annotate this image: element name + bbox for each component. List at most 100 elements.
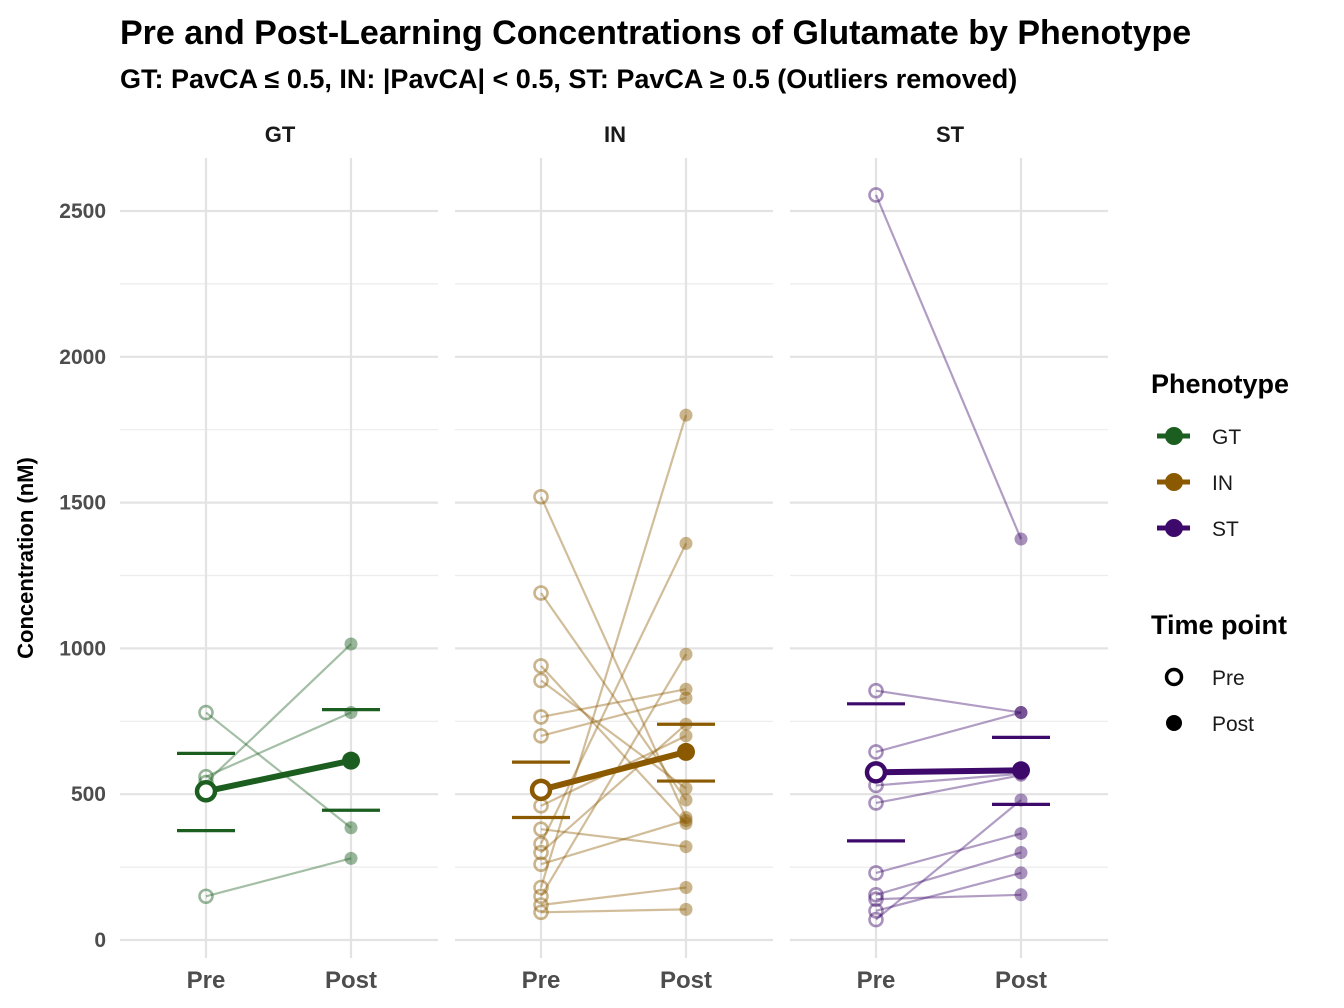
pre-point — [533, 488, 549, 505]
subject-line — [540, 679, 687, 790]
pre-point — [868, 903, 884, 919]
legend-key-point — [1165, 427, 1183, 445]
subject-line — [540, 688, 687, 719]
pre-point — [198, 704, 214, 721]
subject-line — [540, 828, 687, 848]
pre-point — [533, 585, 549, 601]
legend-item-pre: Pre — [1164, 667, 1245, 690]
post-point — [1014, 532, 1028, 546]
pre-point — [533, 888, 549, 905]
legend-item-post: Post — [1166, 713, 1254, 736]
pre-point — [868, 911, 884, 928]
post-point — [679, 840, 693, 854]
chart-subtitle: GT: PavCA ≤ 0.5, IN: |PavCA| < 0.5, ST: … — [120, 64, 1017, 94]
pre-point — [868, 795, 884, 811]
mean-line — [194, 751, 360, 803]
subject-line — [540, 908, 687, 914]
panel-label: ST — [936, 122, 965, 147]
legend-label: GT — [1212, 426, 1241, 449]
pre-point — [868, 887, 884, 903]
legend-phenotype-items: GT IN ST — [1157, 426, 1241, 541]
pre-point — [533, 844, 549, 861]
subject-line — [874, 194, 1023, 540]
pre-point — [533, 904, 549, 921]
post-point — [679, 811, 693, 825]
post-point — [679, 729, 693, 743]
legend-item-in: IN — [1157, 472, 1233, 495]
pre-point — [533, 821, 549, 837]
post-point — [679, 881, 693, 895]
legend-item-gt: GT — [1157, 426, 1241, 449]
pre-point — [868, 744, 884, 760]
legend-label: ST — [1212, 518, 1239, 541]
subject-lines — [533, 408, 693, 921]
mean-line — [864, 761, 1030, 784]
subject-line — [539, 496, 688, 818]
pre-point — [533, 879, 549, 896]
post-point — [679, 781, 693, 795]
subject-line — [205, 643, 352, 784]
post-point — [344, 637, 358, 651]
pre-point — [533, 658, 549, 674]
x-tick-label: Post — [660, 967, 712, 994]
y-tick-label: 1500 — [59, 492, 106, 515]
x-tick-label: Post — [325, 967, 377, 994]
subject-line — [875, 832, 1022, 874]
y-tick-label: 2000 — [59, 346, 106, 369]
post-point — [1014, 866, 1028, 880]
post-point — [1014, 846, 1028, 860]
subject-line — [875, 772, 1022, 787]
gridlines — [790, 158, 1108, 958]
panel-in: IN Pre Post — [455, 122, 773, 994]
subject-line — [205, 711, 352, 778]
post-point — [344, 706, 358, 720]
x-tick-label: Pre — [187, 967, 226, 994]
legend-key-point — [1165, 473, 1183, 491]
post-point — [1014, 706, 1028, 720]
subject-line — [875, 851, 1022, 896]
pre-point — [533, 856, 549, 872]
subject-line — [205, 857, 352, 898]
post-point — [679, 813, 693, 827]
legend-key-open-circle — [1164, 667, 1184, 687]
mean-connector — [540, 749, 687, 793]
subject-line — [875, 774, 1022, 805]
post-point — [679, 536, 693, 550]
panel-label: IN — [604, 122, 626, 147]
subject-line — [205, 711, 352, 829]
mean-post-point — [1012, 761, 1030, 780]
pre-point — [533, 728, 549, 744]
subject-line — [540, 723, 687, 854]
facet-panels: GT Pre Post IN Pre Post ST Pre Post — [120, 122, 1108, 994]
error-bars — [177, 708, 380, 833]
error-bars — [512, 722, 715, 820]
mean-pre-point — [194, 780, 218, 803]
legend-key-point — [1165, 519, 1183, 537]
panel-gt: GT Pre Post — [120, 122, 438, 994]
subject-line — [875, 799, 1022, 921]
subject-line — [540, 592, 687, 801]
subject-line — [540, 819, 687, 866]
pre-point — [868, 682, 884, 699]
post-point — [1014, 827, 1028, 841]
subject-line — [875, 871, 1022, 912]
y-tick-label: 500 — [71, 783, 106, 806]
post-point — [679, 647, 693, 661]
post-point — [1014, 888, 1028, 902]
subject-line — [540, 542, 687, 845]
legend-item-st: ST — [1157, 518, 1239, 541]
panel-label: GT — [265, 122, 296, 147]
gridlines — [455, 158, 773, 958]
pre-point — [198, 888, 214, 905]
subject-line — [875, 711, 1022, 753]
mean-post-point — [677, 742, 695, 761]
pre-point — [533, 835, 549, 852]
pre-point — [868, 187, 884, 203]
pre-point — [533, 709, 549, 725]
x-tick-label: Pre — [522, 967, 561, 994]
subject-lines — [868, 187, 1028, 928]
subject-line — [540, 696, 687, 737]
pre-point — [868, 891, 884, 907]
mean-connector — [875, 767, 1022, 776]
